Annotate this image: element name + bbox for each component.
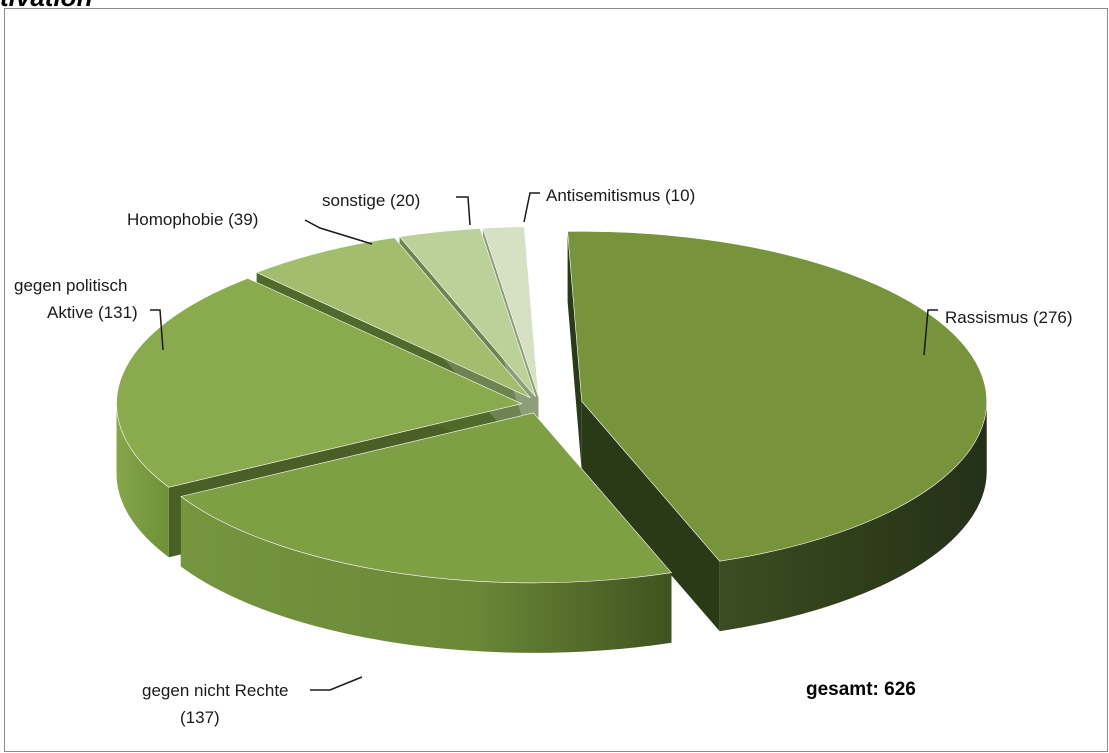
leader-line-4	[456, 196, 471, 226]
pie-slice-5	[482, 226, 539, 397]
label-politisch-line2: Aktive (131)	[47, 303, 138, 322]
pie-cut-wall-0-0	[567, 231, 582, 472]
pie-slice-4	[398, 228, 536, 398]
pie-cut-wall-0-1	[581, 401, 720, 632]
label-sonstige: sonstige (20)	[322, 191, 420, 210]
label-antisemitismus: Antisemitismus (10)	[546, 186, 695, 205]
label-nicht-rechte-line2: (137)	[180, 708, 220, 727]
pie-slice-3	[255, 237, 531, 399]
label-homophobie: Homophobie (39)	[127, 210, 258, 229]
pie-rim-2-0	[116, 403, 169, 558]
label-nicht-rechte-line1: gegen nicht Rechte	[142, 681, 289, 700]
label-politisch-line1: gegen politisch	[14, 276, 127, 295]
leader-lines	[150, 192, 938, 691]
pie-slice-2	[116, 278, 523, 488]
leader-line-3	[304, 219, 373, 245]
pie-rim-1-0	[180, 496, 672, 653]
pie-top-faces	[116, 226, 988, 584]
leader-line-0	[923, 309, 938, 356]
leader-line-5	[523, 192, 540, 223]
label-rassismus: Rassismus (276)	[945, 308, 1073, 327]
leader-line-2	[150, 309, 164, 351]
pie-slice-0	[567, 231, 988, 562]
leader-line-1	[310, 676, 363, 691]
total-label: gesamt: 626	[806, 679, 916, 700]
pie-rim-0-0	[719, 401, 987, 632]
chart-title-fragment: tivation	[0, 0, 92, 10]
pie-slice-1	[180, 412, 673, 584]
